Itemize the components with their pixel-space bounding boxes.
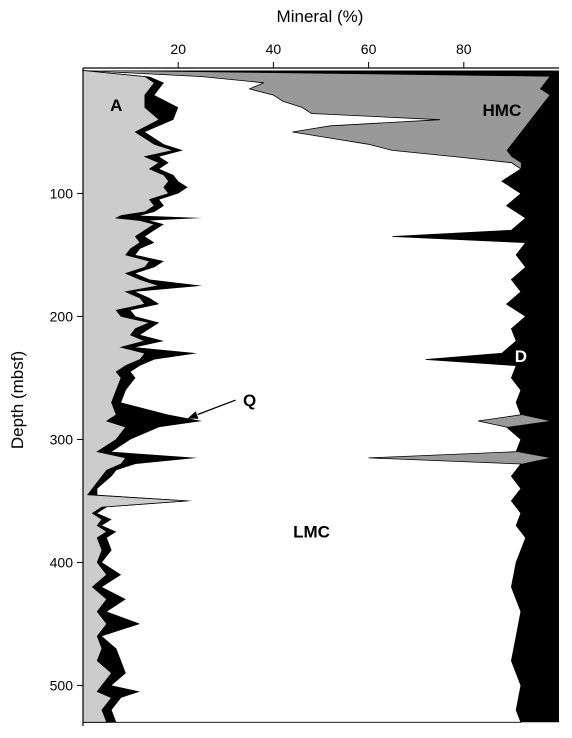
- x-tick-label: 60: [361, 41, 377, 57]
- area-lmc: [82, 70, 527, 723]
- area-a: [82, 70, 188, 723]
- y-tick-label: 300: [50, 431, 74, 447]
- y-tick-label: 400: [50, 554, 74, 570]
- label-hmc: HMC: [483, 101, 522, 120]
- y-axis-title: Depth (mbsf): [8, 351, 27, 449]
- y-tick-label: 500: [50, 677, 74, 693]
- label-q: Q: [243, 391, 256, 410]
- zone-annotations: A HMC D Q LMC: [110, 96, 527, 542]
- arrow-head: [187, 411, 199, 419]
- stacked-areas: [82, 70, 559, 723]
- x-tick-label: 80: [456, 41, 472, 57]
- y-tick-label: 200: [50, 308, 74, 324]
- y-tick-label: 100: [50, 185, 74, 201]
- x-tick-label: 40: [266, 41, 282, 57]
- arrow-line: [197, 399, 236, 416]
- x-tick-label: 20: [170, 41, 186, 57]
- x-axis-title: Mineral (%): [277, 7, 364, 26]
- label-lmc: LMC: [293, 523, 330, 542]
- label-d: D: [515, 347, 527, 366]
- axes: 20 40 60 80 100 200 300 400 500: [50, 41, 559, 726]
- label-a: A: [110, 96, 122, 115]
